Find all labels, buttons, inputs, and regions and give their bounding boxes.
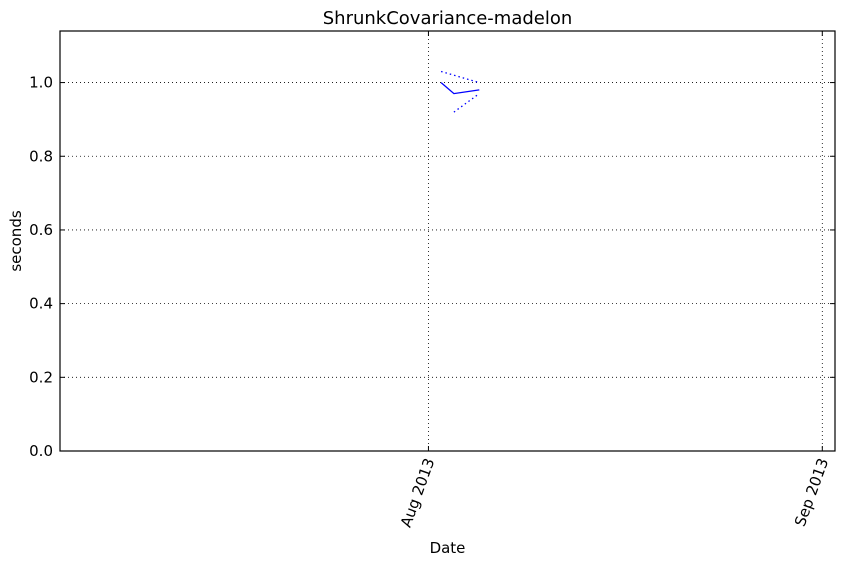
y-axis-title: seconds [7, 210, 25, 271]
series-layer [440, 70, 480, 113]
y-tick-label: 0.2 [29, 368, 53, 386]
x-axis-title: Date [430, 539, 466, 557]
bound-line [453, 93, 480, 113]
y-tick-label: 1.0 [29, 74, 53, 92]
y-tick-label: 0.8 [29, 147, 53, 165]
y-tick-label: 0.0 [29, 442, 53, 460]
y-tick-label: 0.6 [29, 221, 53, 239]
chart-title: ShrunkCovariance-madelon [323, 8, 573, 29]
plot-frame [59, 30, 836, 452]
series-line [440, 82, 480, 95]
y-tick-label: 0.4 [29, 295, 53, 313]
